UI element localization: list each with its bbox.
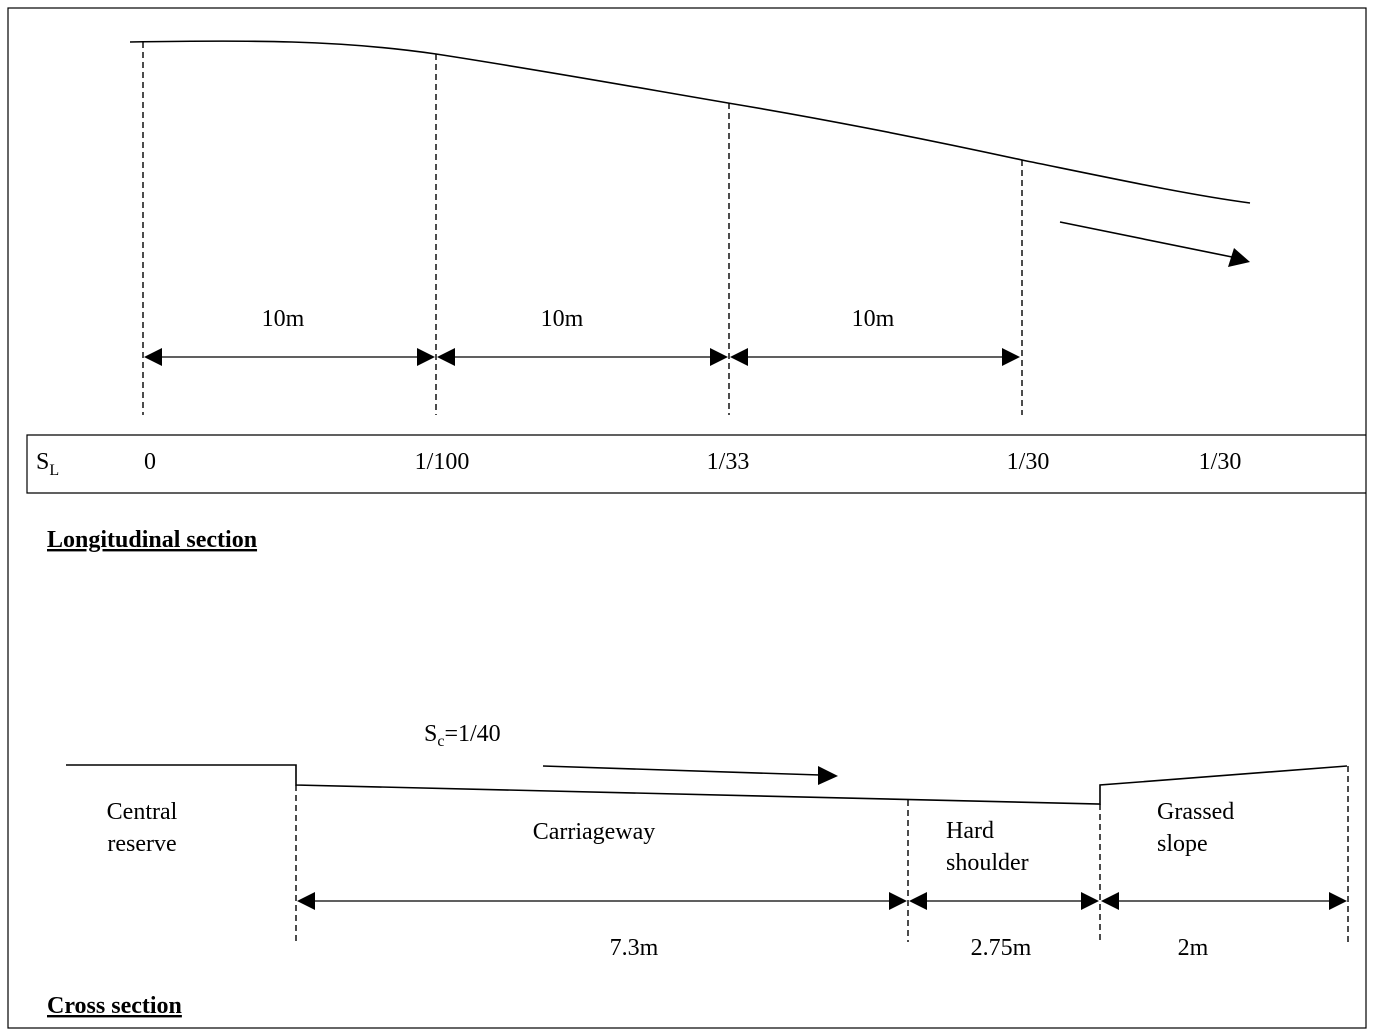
longitudinal-dimension-3 xyxy=(730,348,1020,366)
crossfall-arrow-shaft xyxy=(542,765,821,776)
longitudinal-segment-label-3: 10m xyxy=(852,306,895,332)
cross-section: Sc=1/40 Central reserve Carriageway Hard… xyxy=(47,721,1349,1019)
slope-value-0: 0 xyxy=(144,449,156,475)
longitudinal-dimension-2 xyxy=(437,348,728,366)
slope-row-label: SL xyxy=(36,449,59,479)
crossfall-slope-label: Sc=1/40 xyxy=(424,721,501,750)
carriageway-width-label: 7.3m xyxy=(610,935,659,961)
slope-row-box xyxy=(26,434,1366,494)
cross-section-title: Cross section xyxy=(47,993,182,1019)
cross-dimension-grassed-slope xyxy=(1101,892,1347,910)
crossfall-arrow-head xyxy=(818,766,838,785)
cross-dimension-hard-shoulder xyxy=(909,892,1099,910)
cross-dimension-carriageway xyxy=(297,892,907,910)
hard-shoulder-width-label: 2.75m xyxy=(971,935,1032,961)
grassed-slope-label-line2: slope xyxy=(1157,831,1208,857)
slope-value-1: 1/100 xyxy=(415,449,470,475)
central-reserve-label-line2: reserve xyxy=(107,831,176,857)
grassed-slope-label: Grassed xyxy=(1157,799,1234,825)
central-reserve-label: Central xyxy=(107,799,178,825)
hard-shoulder-label: Hard xyxy=(946,818,994,844)
grassed-slope-width-label: 2m xyxy=(1178,935,1209,961)
longitudinal-segment-label-1: 10m xyxy=(262,306,305,332)
longitudinal-dimension-1 xyxy=(144,348,435,366)
longitudinal-profile-line xyxy=(129,40,1251,204)
longitudinal-segment-label-2: 10m xyxy=(541,306,584,332)
cross-section-profile-line xyxy=(66,764,1348,805)
slope-value-4: 1/30 xyxy=(1199,449,1242,475)
longitudinal-section-title: Longitudinal section xyxy=(47,527,257,553)
longitudinal-section: 10m 10m 10m SL 0 1/100 1/33 1/30 1/30 Lo… xyxy=(26,40,1366,553)
slope-value-2: 1/33 xyxy=(707,449,750,475)
carriageway-label: Carriageway xyxy=(533,819,656,845)
slope-value-3: 1/30 xyxy=(1007,449,1050,475)
longitudinal-flow-arrow-head xyxy=(1228,248,1250,267)
hard-shoulder-label-line2: shoulder xyxy=(946,850,1029,876)
outer-frame xyxy=(7,7,1367,1029)
longitudinal-flow-arrow-shaft xyxy=(1059,221,1233,258)
